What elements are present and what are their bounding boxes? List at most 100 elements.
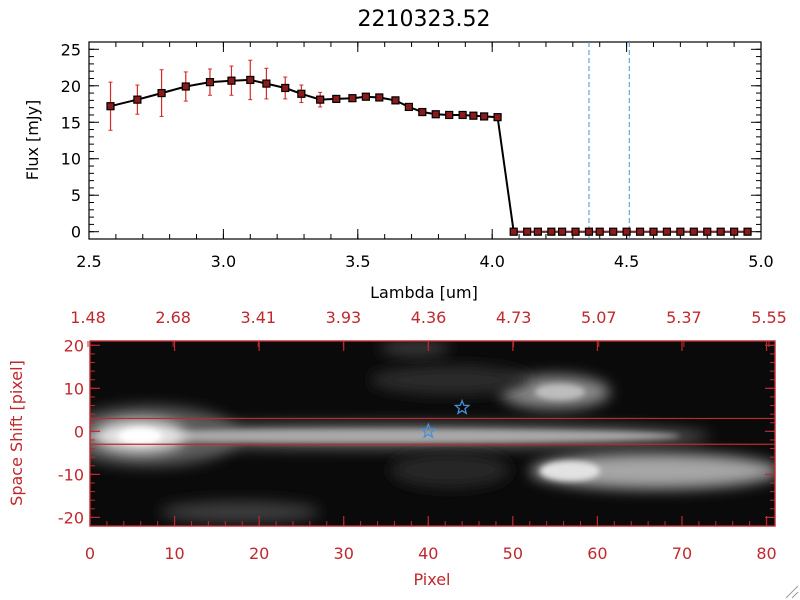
data-point <box>391 96 400 105</box>
pixel-tick-label: 30 <box>334 544 354 563</box>
pixel-tick-label: 80 <box>756 544 776 563</box>
spectrum-panel: 2.5 3.0 3.5 4.0 4.5 5.0 0 5 10 15 20 25 <box>61 40 774 271</box>
data-point <box>262 79 271 88</box>
data-point <box>133 95 142 104</box>
data-point <box>332 94 341 104</box>
data-point <box>246 75 255 85</box>
star-marker-icon <box>453 398 471 415</box>
y-tick-label: 5 <box>71 186 81 205</box>
data-point <box>509 227 518 236</box>
data-point <box>375 93 384 102</box>
space-shift-tick-label: 20 <box>64 336 84 355</box>
data-point <box>533 227 542 236</box>
data-point <box>431 110 440 119</box>
flux-line <box>110 78 748 233</box>
y-tick-label: 15 <box>61 113 81 132</box>
space-shift-tick-label: -20 <box>58 508 84 527</box>
data-point <box>458 110 467 120</box>
data-point <box>404 102 413 112</box>
data-point <box>622 227 631 236</box>
space-shift-tick-label: 10 <box>64 379 84 398</box>
wavelength-tick-label: 5.07 <box>581 308 617 327</box>
spectral-image <box>90 341 775 526</box>
x-tick-label: 3.0 <box>211 252 236 271</box>
x-tick-label: 3.5 <box>345 252 370 271</box>
data-point <box>418 107 427 117</box>
space-shift-tick-label: -10 <box>58 465 84 484</box>
source-markers <box>419 398 471 439</box>
pixel-tick-label: 20 <box>249 544 269 563</box>
data-point <box>595 227 604 236</box>
pixel-tick-label: 70 <box>672 544 692 563</box>
data-point <box>205 78 215 87</box>
x-tick-label: 4.0 <box>479 252 504 271</box>
wavelength-markers <box>588 42 630 239</box>
data-point <box>609 227 618 236</box>
data-point <box>743 227 752 236</box>
resize-grip-icon[interactable] <box>785 585 799 599</box>
y-tick-label: 0 <box>71 223 81 242</box>
data-point <box>157 88 166 98</box>
data-point <box>547 227 556 236</box>
wavelength-tick-label: 5.55 <box>751 308 787 327</box>
image-frame <box>89 340 776 527</box>
data-point <box>469 111 478 120</box>
x-tick-label: 2.5 <box>76 252 101 271</box>
data-point <box>316 95 325 104</box>
data-point <box>571 227 580 236</box>
aperture-lines <box>90 417 775 445</box>
data-point <box>730 227 739 236</box>
spectral-image-panel: 0 10 20 30 40 50 60 70 80 1.48 2.68 3.41 3.93 4.36 4.7… <box>58 308 787 563</box>
x-axis-label: Lambda [um] <box>370 283 478 302</box>
chart-title: 2210323.52 <box>358 7 491 32</box>
flux-series <box>106 59 752 236</box>
data-point <box>662 227 672 236</box>
data-point <box>297 89 306 98</box>
wavelength-tick-label: 3.93 <box>326 308 362 327</box>
data-point <box>227 76 236 85</box>
data-point <box>106 102 115 111</box>
data-point <box>584 227 594 236</box>
data-point <box>557 227 567 236</box>
x-tick-label: 4.5 <box>614 252 639 271</box>
wavelength-tick-label: 4.73 <box>496 308 532 327</box>
data-point <box>493 113 502 122</box>
pixel-axis-label: Pixel <box>413 570 450 589</box>
data-point <box>649 227 658 236</box>
x-tick-label: 5.0 <box>748 252 773 271</box>
y-tick-label: 10 <box>61 150 81 169</box>
data-point <box>445 110 454 120</box>
data-point <box>676 227 685 236</box>
data-point <box>181 82 190 91</box>
data-point <box>348 94 357 103</box>
star-marker-icon <box>419 422 437 439</box>
data-point <box>689 227 698 236</box>
spectrum-frame <box>88 41 762 240</box>
image-tick-labels: 0 10 20 30 40 50 60 70 80 1.48 2.68 3.41 3.93 4.36 4.7… <box>58 308 787 563</box>
data-point <box>281 83 290 93</box>
wavelength-tick-label: 3.41 <box>240 308 276 327</box>
data-point <box>361 92 370 101</box>
y-tick-label: 20 <box>61 77 81 96</box>
wavelength-tick-label: 4.36 <box>411 308 447 327</box>
wavelength-tick-label: 1.48 <box>70 308 106 327</box>
pixel-tick-label: 40 <box>418 544 438 563</box>
wavelength-tick-label: 5.37 <box>666 308 702 327</box>
spectrum-tick-labels: 2.5 3.0 3.5 4.0 4.5 5.0 0 5 10 15 20 25 <box>61 40 774 271</box>
y-tick-label: 25 <box>61 40 81 59</box>
space-shift-tick-label: 0 <box>74 422 84 441</box>
data-point <box>716 227 725 236</box>
pixel-tick-label: 60 <box>587 544 607 563</box>
pixel-tick-label: 10 <box>164 544 184 563</box>
data-point <box>703 227 712 236</box>
space-shift-axis-label: Space Shift [pixel] <box>7 360 26 506</box>
spectrum-ticks <box>88 42 762 239</box>
pixel-tick-label: 0 <box>85 544 95 563</box>
wavelength-tick-label: 2.68 <box>155 308 191 327</box>
pixel-tick-label: 50 <box>503 544 523 563</box>
data-point <box>635 227 645 236</box>
data-point <box>523 227 532 236</box>
data-point <box>480 112 489 121</box>
image-ticks <box>87 341 775 526</box>
